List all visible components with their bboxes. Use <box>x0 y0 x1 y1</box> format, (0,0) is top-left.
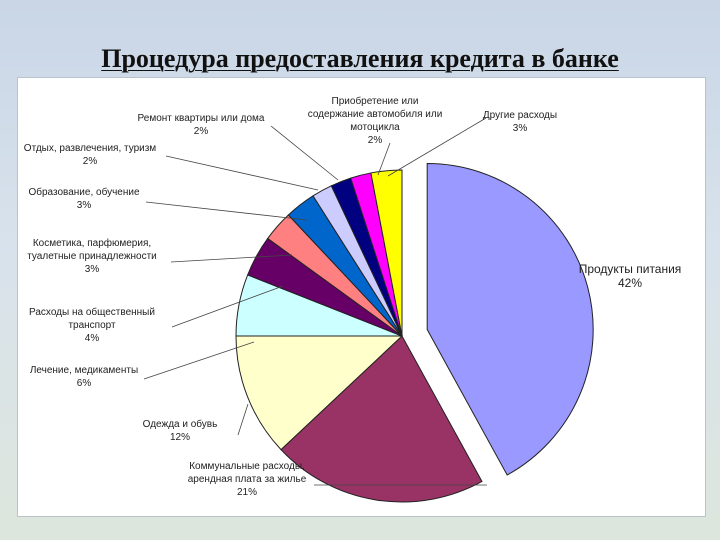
slide-title: Процедура предоставления кредита в банке <box>101 44 619 73</box>
pie-slice <box>426 163 594 476</box>
pie-slice <box>235 335 404 451</box>
pie-chart: Продукты питания 42% Коммунальные расходы,… <box>24 95 682 503</box>
data-label-line: содержание автомобиля или <box>308 108 443 120</box>
data-label: Приобретение или содержание автомобиля ил… <box>308 95 443 146</box>
data-label-line: Коммунальные расходы, <box>189 461 305 472</box>
pie-slice <box>370 169 403 337</box>
data-label-line: Косметика, парфюмерия, <box>33 237 151 249</box>
data-label-line: Ремонт квартиры или дома <box>138 113 265 124</box>
data-label-line: 42% <box>618 276 642 290</box>
data-label-line: 6% <box>77 378 92 389</box>
data-label-line: Продукты питания <box>579 262 682 276</box>
data-label: Другие расходы 3% <box>483 110 557 134</box>
leader-line <box>237 403 249 436</box>
data-label-line: Одежда и обувь <box>143 418 218 430</box>
data-label: Лечение, медикаменты 6% <box>30 365 138 389</box>
leader-line <box>145 201 308 221</box>
data-label-line: 3% <box>85 264 100 275</box>
data-label: Расходы на общественный транспорт 4% <box>29 306 155 344</box>
data-label-line: туалетные принадлежности <box>27 251 157 262</box>
data-label-line: Приобретение или <box>332 95 419 107</box>
data-label-line: 21% <box>237 487 257 498</box>
data-label-line: Образование, обучение <box>28 186 139 198</box>
data-label-line: Отдых, развлечения, туризм <box>24 143 157 154</box>
leader-line <box>270 125 339 181</box>
data-label-line: 2% <box>194 126 209 137</box>
data-label-line: 3% <box>77 200 92 211</box>
chart-panel: Продукты питания 42% Коммунальные расходы,… <box>17 77 706 517</box>
data-label-line: Лечение, медикаменты <box>30 365 138 376</box>
leader-line <box>170 254 293 263</box>
data-label-line: 2% <box>83 156 98 167</box>
leader-line <box>377 142 391 176</box>
data-label-line: арендная плата за жилье <box>188 474 307 485</box>
data-label: Образование, обучение 3% <box>28 186 139 211</box>
data-label: Коммунальные расходы, арендная плата за ж… <box>188 461 307 498</box>
data-label-line: мотоцикла <box>350 122 400 133</box>
data-label: Отдых, развлечения, туризм 2% <box>24 143 157 167</box>
data-label: Продукты питания 42% <box>579 262 682 290</box>
data-label-line: транспорт <box>68 320 116 331</box>
data-label: Одежда и обувь 12% <box>143 418 218 443</box>
leader-line <box>171 285 284 328</box>
data-label: Косметика, парфюмерия, туалетные принадле… <box>27 237 157 275</box>
leader-line <box>387 117 487 177</box>
data-label-line: 12% <box>170 432 190 443</box>
data-label: Ремонт квартиры или дома 2% <box>138 113 265 137</box>
leader-line <box>165 155 319 191</box>
data-label-line: Расходы на общественный <box>29 306 155 318</box>
pie-slice <box>280 335 483 503</box>
data-label-line: 2% <box>368 135 383 146</box>
data-label-line: 3% <box>513 123 528 134</box>
data-label-line: 4% <box>85 333 100 344</box>
data-label-line: Другие расходы <box>483 110 557 121</box>
leader-line <box>143 341 255 380</box>
